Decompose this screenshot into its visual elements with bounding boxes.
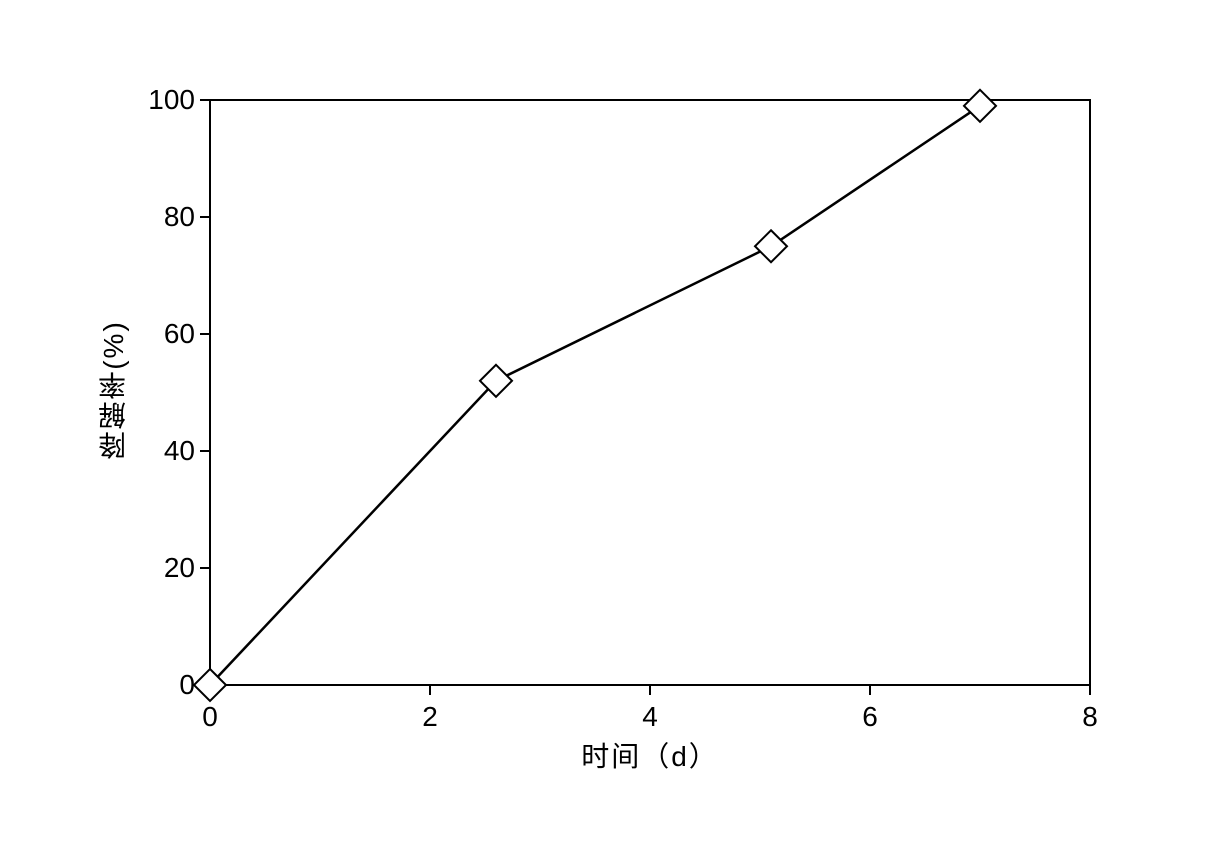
x-tick-label: 0 [202, 701, 218, 733]
x-tick-label: 4 [642, 701, 658, 733]
y-tick-label: 60 [135, 318, 195, 350]
y-tick-label: 100 [135, 84, 195, 116]
x-tick-label: 6 [862, 701, 878, 733]
y-tick-label: 80 [135, 201, 195, 233]
y-tick-label: 20 [135, 552, 195, 584]
line-chart [90, 60, 1140, 760]
x-tick-label: 8 [1082, 701, 1098, 733]
y-tick-label: 40 [135, 435, 195, 467]
y-tick-label: 0 [135, 669, 195, 701]
x-axis-label: 时间（d） [581, 735, 719, 775]
x-tick-label: 2 [422, 701, 438, 733]
y-axis-label: 降解率(%) [94, 320, 134, 460]
chart-container: 降解率(%) 时间（d） 02040608010002468 [90, 60, 1140, 760]
